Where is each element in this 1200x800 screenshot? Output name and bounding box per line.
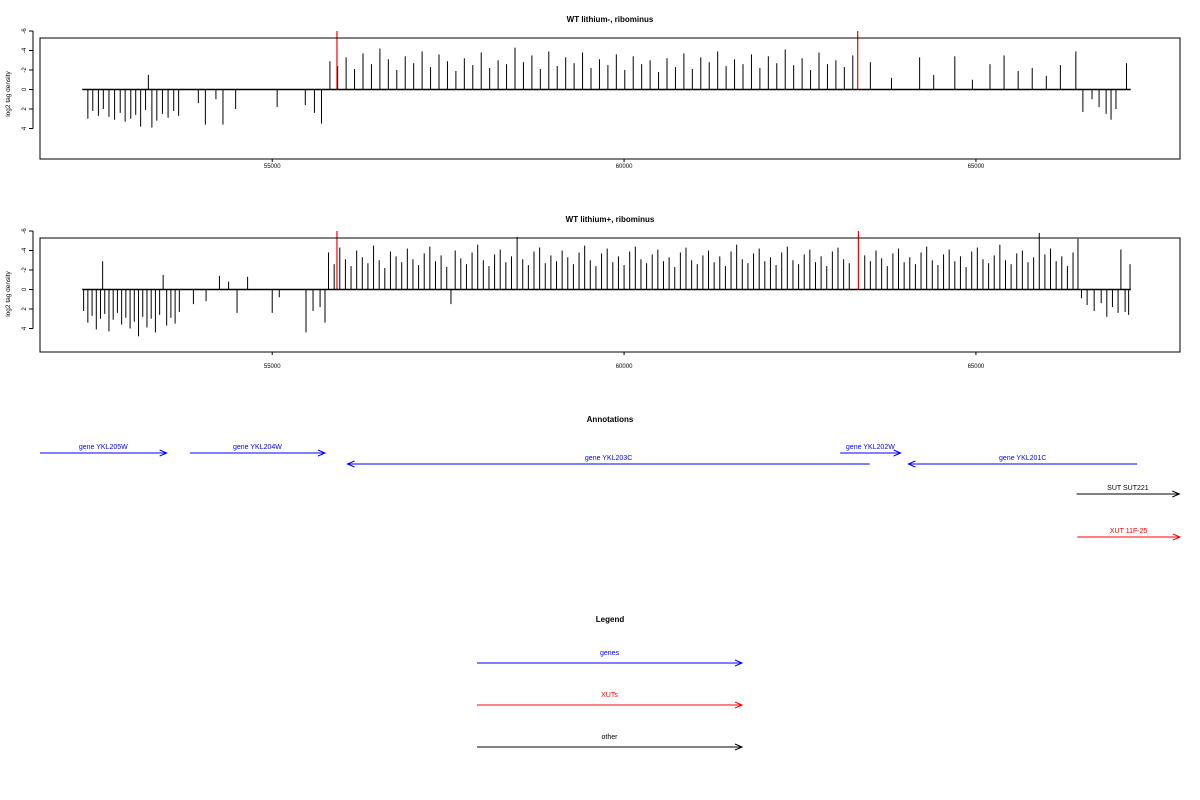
y-tick-label: 2 (22, 307, 28, 311)
y-axis-label: log2 tag density (5, 70, 12, 116)
annotation-label: gene YKL204W (233, 444, 282, 451)
legend-arrowhead (734, 659, 744, 667)
annotation-item: gene YKL204W (189, 444, 327, 457)
x-tick-label: 55000 (264, 364, 281, 370)
y-axis: 4 2 0 -2 -4 -6 (22, 228, 34, 330)
x-tick-label: 60000 (616, 364, 633, 370)
legend-arrowhead (734, 743, 744, 751)
x-axis: 55000 60000 65000 (264, 159, 985, 170)
bar-group (87, 47, 1128, 128)
y-axis-label: log2 tag density (5, 270, 12, 316)
y-tick-label: 0 (22, 287, 28, 291)
panel-wt-lithium-plus: WT lithium+, ribominus log2 tag density … (5, 215, 1181, 370)
annotation-item: gene YKL203C (346, 455, 870, 468)
y-tick-label: -4 (22, 247, 28, 253)
highlight-bar-group (336, 31, 859, 90)
y-tick-label: -2 (22, 67, 28, 73)
x-axis: 55000 60000 65000 (264, 352, 985, 370)
annotation-arrowhead (907, 460, 916, 468)
y-tick-label: 2 (22, 107, 28, 111)
y-tick-label: -2 (22, 267, 28, 273)
annotation-arrowhead (893, 449, 902, 457)
x-tick-label: 65000 (968, 164, 985, 170)
annotations-track: Annotations gene YKL205W gene YKL204Wgene… (40, 415, 1182, 541)
x-tick-label: 65000 (968, 364, 985, 370)
annotation-arrowhead (1172, 490, 1181, 498)
annotation-arrowhead (317, 449, 327, 457)
legend-arrowhead (734, 701, 744, 709)
annotations-title: Annotations (587, 415, 634, 424)
y-tick-label: 4 (22, 126, 28, 130)
annotation-label: gene YKL201C (999, 455, 1046, 462)
bar-group (83, 232, 1131, 337)
legend-title: Legend (596, 615, 625, 624)
legend-items: genes XUTs other (477, 650, 744, 751)
legend-label: other (602, 734, 619, 741)
panel-title: WT lithium+, ribominus (566, 215, 655, 224)
legend-item: other (477, 734, 744, 751)
annotation-arrowhead (1172, 533, 1182, 541)
annotation-label: SUT SUT221 (1107, 485, 1149, 492)
legend-label: XUTs (601, 692, 618, 699)
x-tick-label: 60000 (616, 164, 633, 170)
y-tick-label: -4 (22, 47, 28, 53)
legend-label: genes (600, 650, 620, 657)
annotation-label: gene YKL205W (79, 444, 128, 451)
y-axis: 4 2 0 -2 -4 -6 (22, 28, 34, 130)
y-tick-label: 4 (22, 326, 28, 330)
y-tick-label: -6 (22, 228, 28, 234)
highlight-bar-group (336, 231, 860, 290)
annotation-label: gene YKL203C (585, 455, 632, 462)
annotation-item: XUT 11F-25 (1077, 528, 1182, 541)
annotation-items: gene YKL205W gene YKL204W gene YKL203C gene… (40, 444, 1182, 541)
annotation-item: gene YKL202W (840, 444, 902, 457)
y-tick-label: 0 (22, 87, 28, 91)
annotation-item: SUT SUT221 (1076, 485, 1181, 498)
annotation-label: XUT 11F-25 (1110, 528, 1148, 535)
legend-item: genes (477, 650, 744, 667)
annotation-arrowhead (159, 449, 168, 457)
x-tick-label: 55000 (264, 164, 281, 170)
legend-item: XUTs (477, 692, 744, 709)
annotation-arrowhead (346, 460, 355, 468)
panel-title: WT lithium-, ribominus (567, 15, 654, 24)
annotation-label: gene YKL202W (846, 444, 895, 451)
legend: Legend genes XUTs other (477, 615, 744, 751)
annotation-item: gene YKL205W (40, 444, 168, 457)
plot-frame (39, 237, 1181, 353)
annotation-item: gene YKL201C (907, 455, 1138, 468)
plot-frame (39, 37, 1181, 160)
panel-wt-lithium-minus: WT lithium-, ribominus log2 tag density … (5, 15, 1181, 170)
y-tick-label: -6 (22, 28, 28, 34)
